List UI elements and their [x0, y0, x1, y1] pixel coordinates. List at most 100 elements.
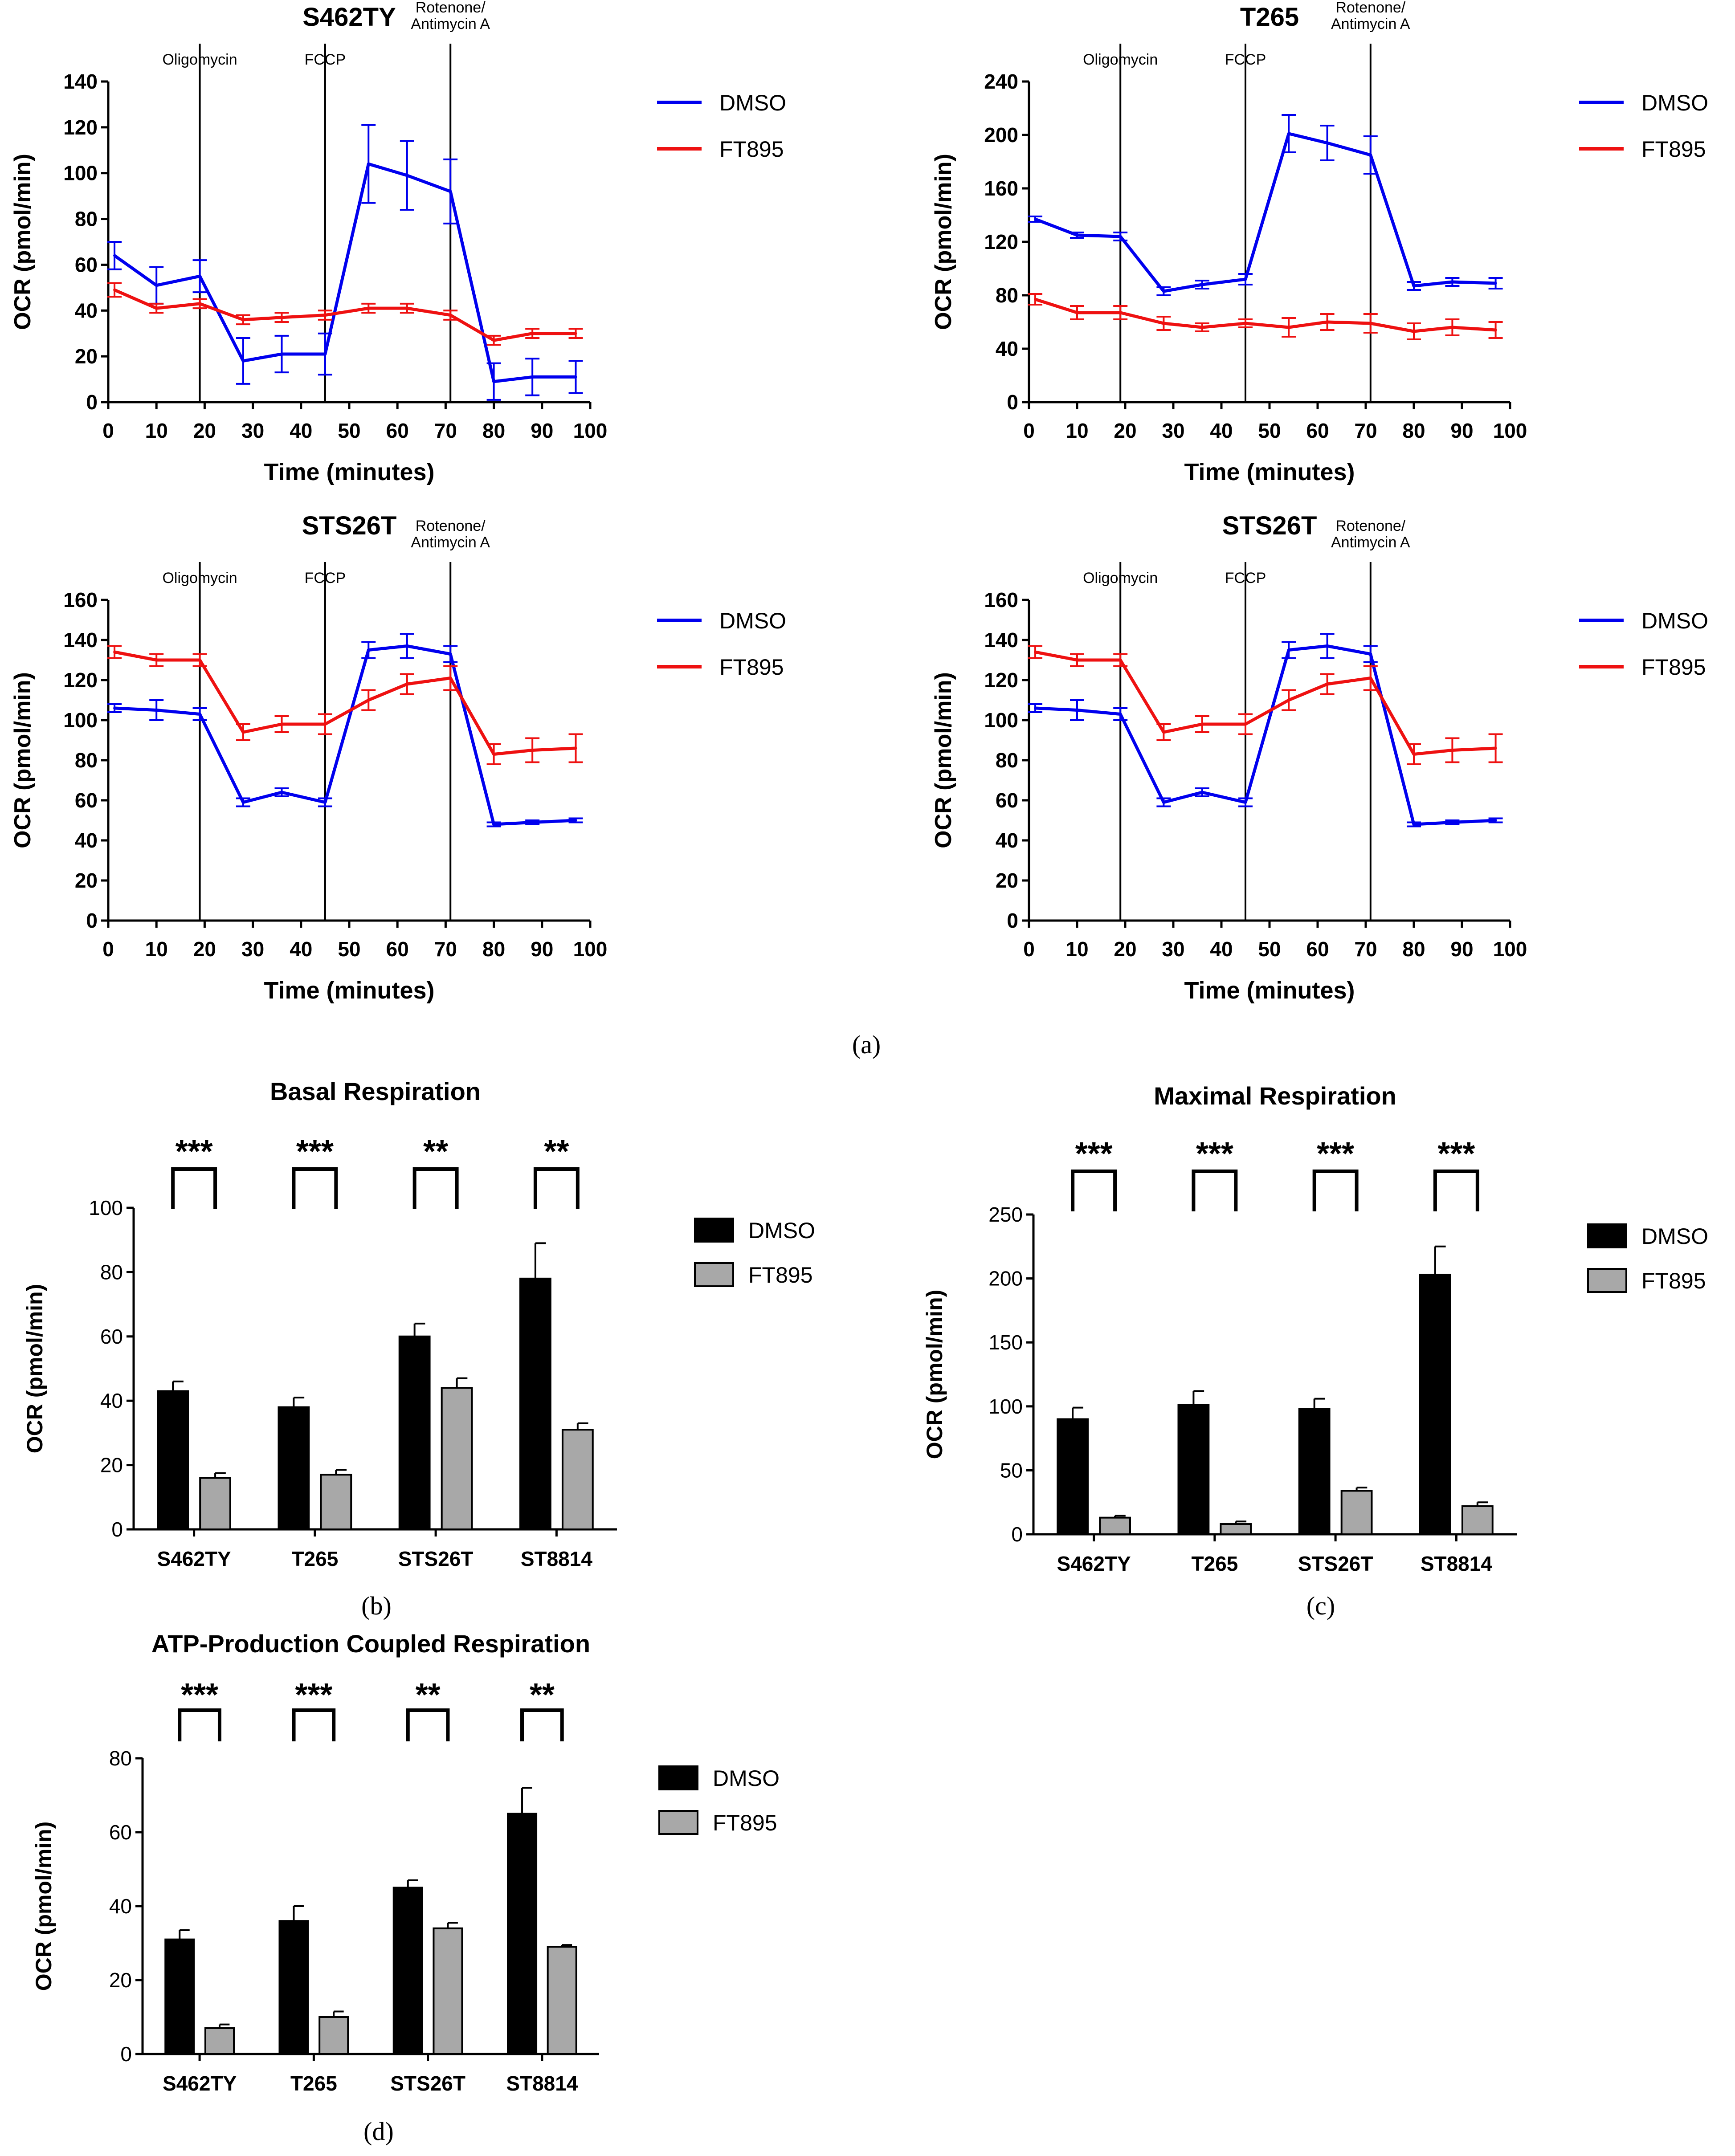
x-tick-label: 50: [1258, 937, 1281, 961]
legend-label: DMSO: [713, 1766, 780, 1791]
injection-label: Antimycin A: [1331, 16, 1410, 33]
x-tick-label: 10: [1065, 419, 1088, 442]
x-tick-label: 40: [290, 937, 312, 961]
x-axis-label: Time (minutes): [1184, 459, 1355, 485]
significance-stars: **: [416, 1677, 441, 1713]
data-point: [574, 332, 577, 335]
y-tick-label: 140: [63, 70, 98, 93]
series-line: [114, 650, 576, 756]
significance-bracket: [1192, 1170, 1238, 1211]
bar-ft895: [318, 2016, 349, 2055]
data-point: [1119, 659, 1122, 661]
y-tick-label: 160: [63, 588, 98, 611]
legend-label: DMSO: [1641, 1224, 1708, 1249]
x-tick-label: 0: [102, 937, 114, 961]
bar-dmso: [392, 1887, 423, 2055]
y-tick-label: 60: [75, 789, 98, 812]
y-tick-label: 60: [100, 1325, 123, 1348]
y-tick-label: 40: [75, 829, 98, 852]
chart-title: S462TY: [302, 3, 396, 32]
x-tick-label: 60: [386, 419, 409, 442]
bar-ft895: [433, 1927, 463, 2055]
x-tick-label: 80: [1402, 937, 1425, 961]
bar-chart-d: ATP-Production Coupled Respiration 0 20 40 6…: [31, 1630, 780, 2095]
x-tick-label: 30: [241, 937, 264, 961]
legend-swatch: [658, 1810, 698, 1835]
data-point: [1326, 644, 1329, 648]
data-point: [241, 318, 245, 321]
significance-bracket: [520, 1708, 564, 1741]
data-point: [198, 713, 201, 716]
x-tick-label: 60: [1306, 419, 1329, 442]
y-tick-label: 20: [996, 869, 1018, 892]
x-tick-label: 20: [1114, 937, 1136, 961]
bar-dmso: [1177, 1404, 1210, 1535]
legend-label: DMSO: [1641, 608, 1708, 633]
data-point: [1200, 326, 1204, 329]
x-tick-label: 70: [434, 937, 457, 961]
bar-chart-c: Maximal Respiration 0 50 100 150 200 250 OCR (p…: [922, 1082, 1708, 1575]
legend-swatch: [1587, 1223, 1627, 1248]
data-point: [155, 659, 158, 661]
data-point: [113, 651, 116, 653]
bar-dmso: [1419, 1273, 1451, 1535]
data-point: [1162, 731, 1165, 734]
data-point: [323, 353, 327, 355]
significance-stars: ***: [1075, 1136, 1113, 1172]
bar-dmso: [278, 1406, 310, 1530]
injection-label: Rotenone/: [416, 518, 486, 534]
x-tick-label: T265: [1191, 1552, 1238, 1575]
data-point: [1369, 652, 1372, 656]
data-point: [574, 375, 577, 379]
y-tick-label: 60: [75, 253, 98, 276]
x-tick-label: 90: [1450, 419, 1473, 442]
injection-label: Oligomycin: [1083, 51, 1158, 68]
data-point: [1451, 281, 1454, 283]
x-tick-label: 90: [531, 419, 553, 442]
legend-swatch: [1587, 1268, 1627, 1293]
data-point: [1494, 747, 1497, 750]
data-point: [1326, 321, 1329, 323]
panel-label-b: (b): [361, 1591, 392, 1620]
y-tick-label: 60: [109, 1821, 132, 1844]
x-tick-label: 70: [1354, 419, 1377, 442]
series-dmso: [1028, 114, 1503, 296]
series-line: [1034, 132, 1496, 293]
significance-bracket: [178, 1708, 221, 1741]
data-point: [449, 652, 452, 656]
y-tick-label: 80: [75, 208, 98, 231]
injection-label: FCCP: [305, 570, 346, 587]
significance-bracket: [292, 1167, 338, 1209]
data-point: [531, 375, 534, 379]
significance-bracket: [412, 1167, 459, 1209]
data-point: [1287, 132, 1290, 135]
data-point: [323, 801, 327, 804]
y-tick-label: 240: [984, 70, 1018, 93]
series-ft895: [1028, 645, 1503, 765]
injection-label: FCCP: [1225, 570, 1266, 587]
y-tick-label: 100: [89, 1196, 123, 1219]
data-point: [405, 683, 408, 685]
bar-ft895: [1340, 1490, 1373, 1536]
y-axis-label: OCR (pmol/min): [10, 154, 36, 330]
charts-layer: S462TY Oligomycin FCCP Rotenone/Antimycin A…: [10, 0, 1708, 2095]
y-tick-label: 160: [984, 177, 1018, 200]
bar-dmso: [398, 1335, 431, 1531]
chart-title: ATP-Production Coupled Respiration: [151, 1630, 590, 1658]
data-point: [1244, 278, 1247, 281]
data-point: [405, 174, 408, 177]
x-tick-label: 100: [573, 937, 608, 961]
y-tick-label: 0: [86, 909, 98, 932]
data-point: [1494, 329, 1497, 331]
bar-ft895: [561, 1429, 594, 1530]
data-point: [198, 302, 201, 305]
data-point: [1412, 753, 1415, 756]
injection-label: FCCP: [1225, 51, 1266, 68]
bar-chart-b: Basal Respiration 0 20 40 60 80 100 OCR (pmol/m…: [22, 1077, 815, 1570]
x-axis-label: Time (minutes): [1184, 977, 1355, 1004]
line-chart-a2: T265 Oligomycin FCCP Rotenone/Antimycin A 0 4…: [931, 0, 1708, 485]
x-tick-label: S462TY: [163, 2072, 237, 2095]
data-point: [1494, 282, 1497, 285]
legend-label: DMSO: [1641, 90, 1708, 115]
data-point: [1244, 801, 1247, 804]
